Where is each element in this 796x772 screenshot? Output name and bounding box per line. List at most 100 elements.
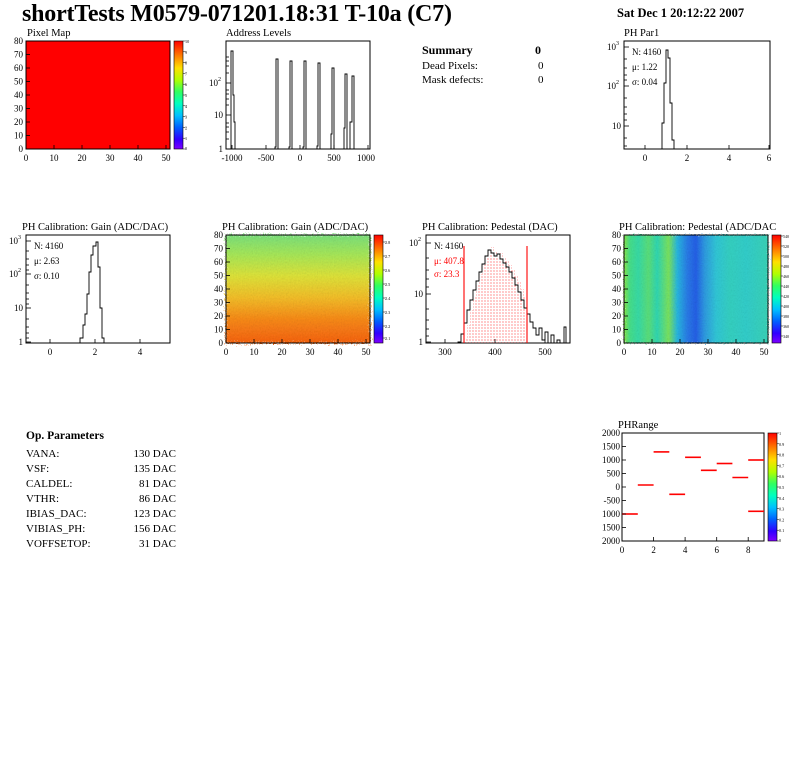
svg-text:80: 80: [612, 230, 622, 240]
svg-text:2: 2: [616, 80, 619, 86]
svg-text:480: 480: [783, 264, 789, 269]
svg-text:2: 2: [651, 545, 656, 555]
svg-text:1500: 1500: [602, 442, 621, 452]
panel-gain-map[interactable]: PH Calibration: Gain (ADC/DAC): [200, 222, 400, 362]
svg-text:50: 50: [162, 153, 172, 163]
op-param-label: VTHR:: [26, 493, 59, 505]
op-param-value: 156 DAC: [133, 523, 176, 535]
svg-text:440: 440: [783, 284, 789, 289]
svg-text:40: 40: [14, 90, 24, 100]
svg-text:4: 4: [138, 347, 143, 357]
svg-text:60: 60: [612, 257, 622, 267]
pixel-map-heatmap: [26, 41, 170, 149]
summary-row-value: 0: [538, 60, 544, 72]
svg-text:0: 0: [185, 146, 187, 151]
phrange-plot[interactable]: 1 0.9 0.8 0.7 0.6 0.5 0.4 0.3 0.2 0.1 0 2000 150…: [600, 420, 796, 565]
panel-ph-par1[interactable]: PH Par1 N: 4160 μ: 1.22 σ: 0.04 10 3 10 2 …: [600, 28, 796, 168]
svg-text:2.7: 2.7: [385, 254, 390, 259]
svg-text:40: 40: [732, 347, 742, 357]
gain-hist-y-axis: 10 3 10 2 10 1: [9, 235, 31, 347]
svg-text:10: 10: [14, 131, 24, 141]
stat-n: N: 4160: [34, 241, 64, 251]
op-param-label: VSF:: [26, 463, 50, 475]
svg-text:5: 5: [185, 93, 187, 98]
svg-text:6: 6: [767, 153, 772, 163]
svg-text:2.8: 2.8: [385, 240, 390, 245]
summary-heading: Summary: [422, 43, 473, 57]
svg-text:-500: -500: [604, 496, 621, 506]
svg-text:10: 10: [414, 289, 424, 299]
panel-pedestal-map[interactable]: PH Calibration: Pedestal (ADC/DAC: [600, 222, 796, 362]
svg-text:-500: -500: [258, 153, 275, 163]
ph-par1-histogram: [624, 49, 770, 150]
gain-hist-stats: N: 4160 μ: 2.63 σ: 0.10: [34, 241, 64, 281]
svg-text:20: 20: [214, 311, 224, 321]
svg-text:50: 50: [14, 77, 24, 87]
svg-text:1500: 1500: [602, 523, 621, 533]
svg-text:4: 4: [683, 545, 688, 555]
panel-pedestal-histogram[interactable]: PH Calibration: Pedestal (DAC) N: 4160 μ…: [400, 222, 600, 362]
svg-text:2000: 2000: [602, 428, 621, 438]
summary-heading-value: 0: [535, 43, 541, 57]
svg-text:2.3: 2.3: [385, 310, 390, 315]
svg-text:0: 0: [224, 347, 229, 357]
pedestal-map-x-axis: 0 10 20 30 40 50: [622, 339, 769, 357]
address-levels-plot[interactable]: 1 10 10 2 -1000 -500 0 500 1000: [200, 28, 400, 168]
svg-text:2: 2: [418, 237, 421, 243]
svg-text:1: 1: [419, 337, 424, 347]
op-param-label: VIBIAS_PH:: [26, 523, 86, 535]
panel-title: PH Par1: [624, 28, 660, 39]
pedestal-hist-plot[interactable]: N: 4160 μ: 407.8 σ: 23.3 10 2 10 1 300 400…: [400, 222, 600, 362]
svg-text:20: 20: [676, 347, 686, 357]
op-param-value: 123 DAC: [133, 508, 176, 520]
svg-text:50: 50: [760, 347, 770, 357]
svg-text:10: 10: [214, 325, 224, 335]
stat-sigma: σ: 0.04: [632, 77, 658, 87]
pedestal-hist-fill: [464, 247, 527, 343]
svg-text:10: 10: [612, 325, 622, 335]
svg-text:50: 50: [612, 271, 622, 281]
svg-text:10: 10: [14, 303, 24, 313]
svg-text:10: 10: [185, 39, 189, 44]
svg-text:50: 50: [362, 347, 372, 357]
timestamp: Sat Dec 1 20:12:22 2007: [617, 6, 745, 20]
svg-text:6: 6: [714, 545, 719, 555]
gain-map-plot[interactable]: 2.8 2.7 2.6 2.5 2.4 2.3 2.2 2.1 80 70 60 50 40 30…: [200, 222, 400, 362]
svg-text:500: 500: [538, 347, 552, 357]
op-param-label: CALDEL:: [26, 478, 73, 490]
svg-text:1000: 1000: [357, 153, 376, 163]
op-param-value: 31 DAC: [139, 538, 176, 550]
panel-gain-histogram[interactable]: PH Calibration: Gain (ADC/DAC) N: 4160 μ…: [0, 222, 200, 362]
svg-text:500: 500: [327, 153, 341, 163]
svg-text:1000: 1000: [602, 509, 621, 519]
svg-text:0.6: 0.6: [779, 474, 784, 479]
svg-text:2: 2: [685, 153, 690, 163]
svg-text:8: 8: [185, 61, 187, 66]
svg-text:6: 6: [185, 82, 187, 87]
svg-text:2: 2: [18, 268, 21, 274]
svg-text:400: 400: [783, 304, 789, 309]
svg-text:0.9: 0.9: [779, 442, 784, 447]
panel-address-levels[interactable]: Address Levels 1 10 10 2 -1000 -500 0 50: [200, 28, 400, 168]
svg-text:400: 400: [488, 347, 502, 357]
stat-mu: μ: 2.63: [34, 256, 60, 266]
svg-text:2.4: 2.4: [385, 296, 391, 301]
op-param-label: IBIAS_DAC:: [26, 508, 87, 520]
gain-map-y-axis: 80 70 60 50 40 30 20 10 0: [214, 230, 230, 348]
panel-title: PH Calibration: Gain (ADC/DAC): [22, 222, 169, 233]
svg-text:70: 70: [214, 244, 224, 254]
panel-phrange[interactable]: PHRange 1 0.9 0.8 0.7 0.6 0.5 0.4 0.3 0.2 0.1 0: [600, 420, 796, 565]
panel-title: PH Calibration: Gain (ADC/DAC): [222, 222, 369, 233]
stat-n: N: 4160: [632, 47, 662, 57]
phrange-series: [622, 451, 764, 515]
svg-text:20: 20: [14, 117, 24, 127]
svg-text:2.5: 2.5: [385, 282, 390, 287]
svg-text:3: 3: [185, 115, 187, 120]
gain-map-colorbar: 2.8 2.7 2.6 2.5 2.4 2.3 2.2 2.1: [373, 234, 391, 344]
